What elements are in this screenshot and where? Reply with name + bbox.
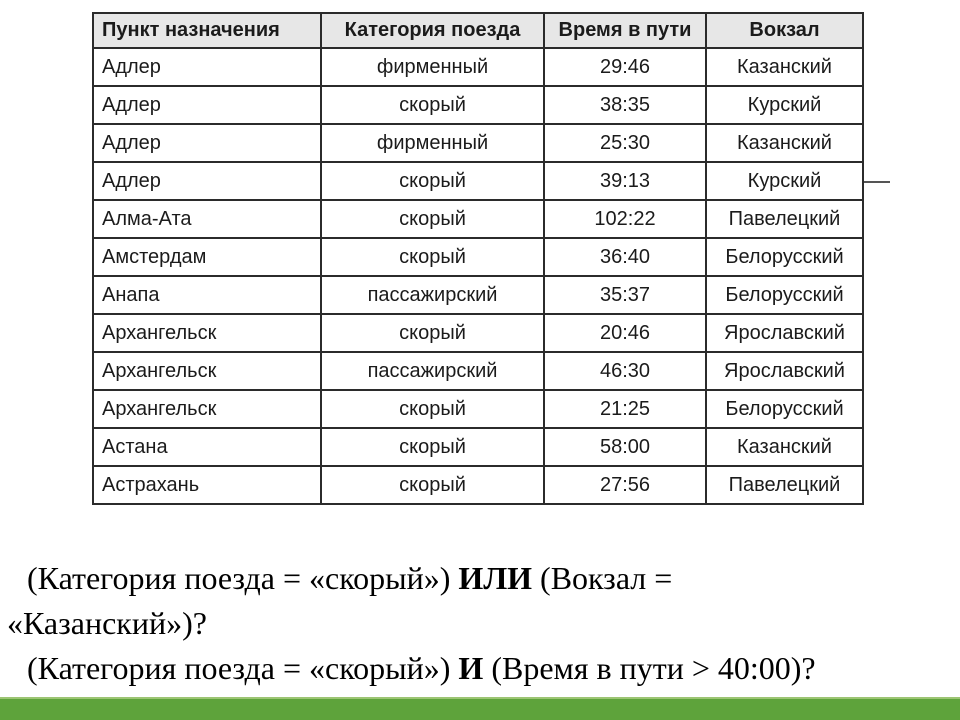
cell-destination: Архангельск [92, 389, 322, 429]
bottom-accent-bar [0, 697, 960, 720]
question-2-operator: И [458, 650, 484, 686]
table-row: Астрахань скорый 27:56 Павелецкий [92, 465, 864, 505]
cell-station: Казанский [705, 123, 864, 163]
cell-category: скорый [320, 85, 545, 125]
cell-travel-time: 58:00 [543, 427, 707, 467]
cell-category: пассажирский [320, 351, 545, 391]
cell-category: фирменный [320, 123, 545, 163]
cell-travel-time: 35:37 [543, 275, 707, 315]
table-row: Амстердам скорый 36:40 Белорусский [92, 237, 864, 277]
question-1-continuation: «Казанский»)? [7, 605, 207, 641]
query-question-1: (Категория поезда = «скорый») ИЛИ (Вокза… [7, 556, 957, 646]
table-row: Архангельск скорый 20:46 Ярославский [92, 313, 864, 353]
cell-category: пассажирский [320, 275, 545, 315]
table-row: Адлер фирменный 29:46 Казанский [92, 47, 864, 87]
table-row: Алма-Ата скорый 102:22 Павелецкий [92, 199, 864, 239]
table-row: Адлер скорый 39:13 Курский [92, 161, 864, 201]
cell-destination: Амстердам [92, 237, 322, 277]
question-1-text: (Категория поезда = «скорый») [27, 560, 459, 596]
cell-station: Казанский [705, 427, 864, 467]
cell-destination: Архангельск [92, 313, 322, 353]
column-header-station: Вокзал [705, 12, 864, 49]
callout-dash [864, 181, 890, 183]
cell-category: скорый [320, 465, 545, 505]
cell-category: скорый [320, 237, 545, 277]
cell-station: Белорусский [705, 275, 864, 315]
table-row: Астана скорый 58:00 Казанский [92, 427, 864, 467]
train-schedule-table: Пункт назначения Категория поезда Время … [92, 12, 864, 505]
column-header-destination: Пункт назначения [92, 12, 322, 49]
cell-travel-time: 46:30 [543, 351, 707, 391]
table-row: Адлер фирменный 25:30 Казанский [92, 123, 864, 163]
cell-destination: Адлер [92, 161, 322, 201]
table-row: Адлер скорый 38:35 Курский [92, 85, 864, 125]
cell-station: Казанский [705, 47, 864, 87]
cell-destination: Адлер [92, 123, 322, 163]
question-2-text: (Категория поезда = «скорый») [27, 650, 459, 686]
cell-travel-time: 36:40 [543, 237, 707, 277]
table-row: Архангельск скорый 21:25 Белорусский [92, 389, 864, 429]
cell-destination: Астрахань [92, 465, 322, 505]
column-header-travel-time: Время в пути [543, 12, 707, 49]
table-row: Анапа пассажирский 35:37 Белорусский [92, 275, 864, 315]
cell-category: скорый [320, 313, 545, 353]
cell-destination: Архангельск [92, 351, 322, 391]
question-1-text: (Вокзал = [532, 560, 673, 596]
question-1-operator: ИЛИ [458, 560, 533, 596]
query-questions: (Категория поезда = «скорый») ИЛИ (Вокза… [7, 556, 957, 691]
cell-category: скорый [320, 389, 545, 429]
cell-destination: Астана [92, 427, 322, 467]
cell-station: Ярославский [705, 351, 864, 391]
cell-station: Павелецкий [705, 199, 864, 239]
query-question-2: (Категория поезда = «скорый») И (Время в… [7, 646, 957, 691]
cell-category: фирменный [320, 47, 545, 87]
cell-destination: Адлер [92, 47, 322, 87]
cell-destination: Анапа [92, 275, 322, 315]
cell-travel-time: 21:25 [543, 389, 707, 429]
cell-travel-time: 25:30 [543, 123, 707, 163]
cell-station: Курский [705, 85, 864, 125]
cell-category: скорый [320, 199, 545, 239]
cell-travel-time: 39:13 [543, 161, 707, 201]
cell-category: скорый [320, 427, 545, 467]
cell-category: скорый [320, 161, 545, 201]
cell-travel-time: 20:46 [543, 313, 707, 353]
table-row: Архангельск пассажирский 46:30 Ярославск… [92, 351, 864, 391]
question-2-text: (Время в пути > 40:00)? [483, 650, 816, 686]
cell-destination: Алма-Ата [92, 199, 322, 239]
cell-station: Белорусский [705, 389, 864, 429]
column-header-category: Категория поезда [320, 12, 545, 49]
cell-destination: Адлер [92, 85, 322, 125]
header-row: Пункт назначения Категория поезда Время … [92, 12, 864, 49]
cell-station: Белорусский [705, 237, 864, 277]
cell-travel-time: 102:22 [543, 199, 707, 239]
cell-travel-time: 38:35 [543, 85, 707, 125]
cell-travel-time: 27:56 [543, 465, 707, 505]
cell-station: Ярославский [705, 313, 864, 353]
cell-station: Павелецкий [705, 465, 864, 505]
cell-travel-time: 29:46 [543, 47, 707, 87]
cell-station: Курский [705, 161, 864, 201]
